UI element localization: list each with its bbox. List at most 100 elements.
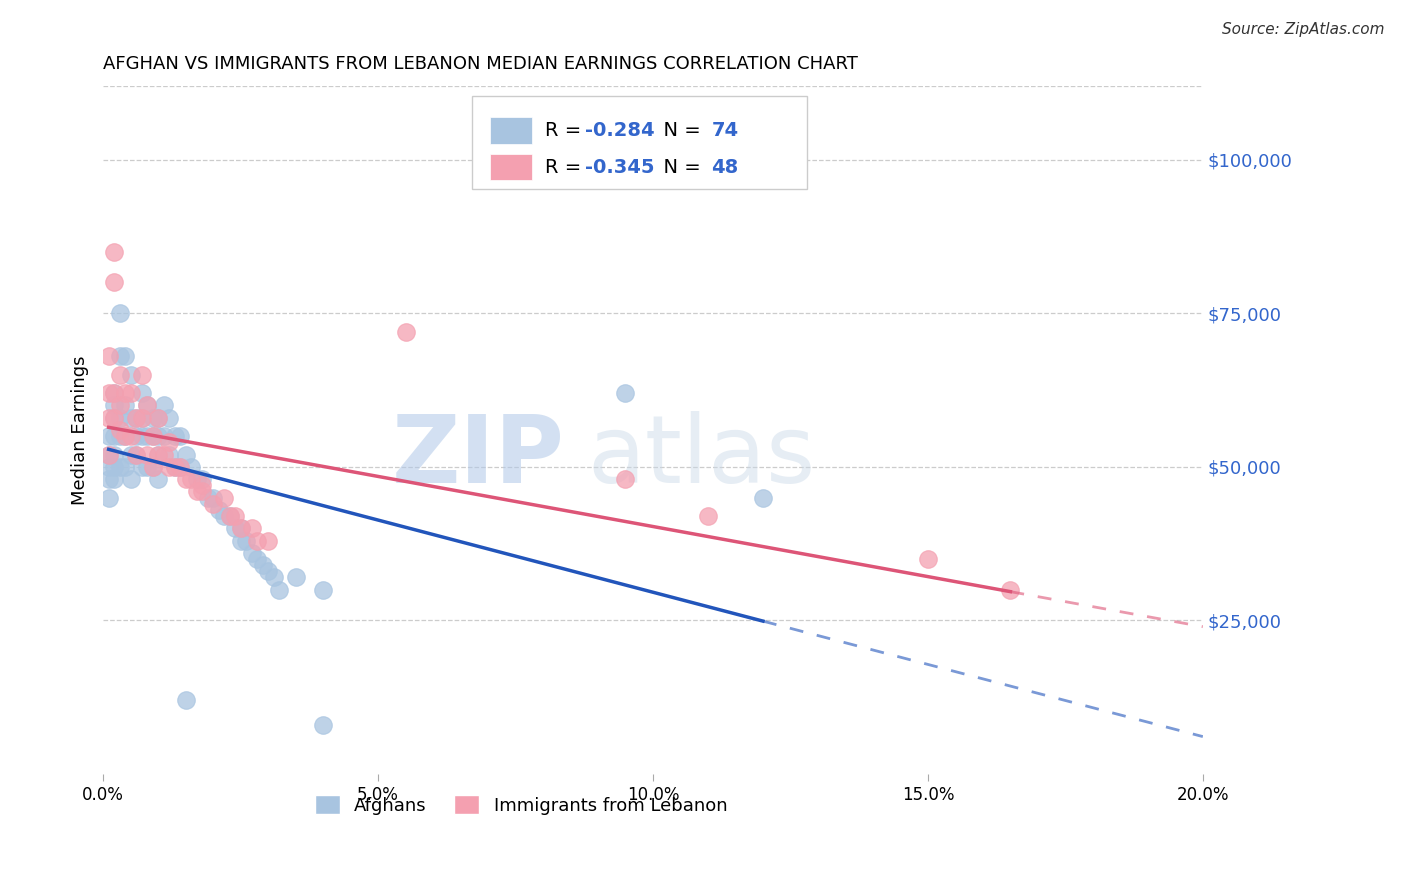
Point: [114, 349, 136, 363]
Point: [131, 410, 153, 425]
Point: [120, 368, 142, 382]
Point: [752, 491, 775, 505]
Point: [218, 508, 240, 523]
Point: [157, 435, 180, 450]
Point: [246, 533, 269, 548]
Text: ZIP: ZIP: [392, 411, 565, 503]
Point: [108, 423, 131, 437]
Point: [202, 497, 225, 511]
Point: [186, 484, 208, 499]
Point: [97, 472, 120, 486]
Text: Source: ZipAtlas.com: Source: ZipAtlas.com: [1222, 22, 1385, 37]
Point: [103, 386, 125, 401]
Point: [257, 564, 280, 578]
Point: [240, 546, 263, 560]
Point: [212, 508, 235, 523]
Point: [114, 398, 136, 412]
Point: [394, 325, 416, 339]
Text: -0.284: -0.284: [585, 121, 654, 140]
Point: [142, 429, 165, 443]
Text: AFGHAN VS IMMIGRANTS FROM LEBANON MEDIAN EARNINGS CORRELATION CHART: AFGHAN VS IMMIGRANTS FROM LEBANON MEDIAN…: [103, 55, 858, 73]
Y-axis label: Median Earnings: Median Earnings: [72, 355, 89, 505]
Point: [252, 558, 274, 573]
Point: [131, 386, 153, 401]
Point: [114, 386, 136, 401]
Point: [257, 533, 280, 548]
Point: [312, 582, 335, 597]
Point: [108, 306, 131, 320]
Point: [103, 472, 125, 486]
Text: atlas: atlas: [586, 411, 815, 503]
Point: [180, 472, 202, 486]
Text: 74: 74: [711, 121, 738, 140]
Point: [146, 410, 169, 425]
Point: [108, 410, 131, 425]
Point: [120, 448, 142, 462]
Point: [142, 429, 165, 443]
Point: [197, 491, 219, 505]
Point: [136, 398, 159, 412]
Point: [103, 410, 125, 425]
Point: [146, 472, 169, 486]
Point: [157, 459, 180, 474]
Point: [263, 570, 285, 584]
Point: [142, 459, 165, 474]
Point: [218, 508, 240, 523]
Point: [614, 386, 637, 401]
Point: [108, 459, 131, 474]
FancyBboxPatch shape: [471, 96, 807, 189]
Point: [146, 410, 169, 425]
Point: [131, 410, 153, 425]
Point: [186, 472, 208, 486]
Point: [97, 448, 120, 462]
Legend: Afghans, Immigrants from Lebanon: Afghans, Immigrants from Lebanon: [305, 786, 737, 823]
Point: [103, 459, 125, 474]
Point: [202, 491, 225, 505]
Point: [163, 429, 186, 443]
Point: [235, 533, 257, 548]
Point: [136, 459, 159, 474]
Point: [157, 410, 180, 425]
Point: [97, 448, 120, 462]
Point: [120, 386, 142, 401]
Point: [114, 429, 136, 443]
Point: [146, 448, 169, 462]
Point: [163, 459, 186, 474]
Point: [131, 459, 153, 474]
Point: [229, 521, 252, 535]
Point: [169, 459, 191, 474]
Point: [125, 410, 148, 425]
Point: [103, 276, 125, 290]
Point: [174, 693, 197, 707]
Point: [97, 386, 120, 401]
Point: [103, 448, 125, 462]
Point: [169, 459, 191, 474]
Point: [103, 429, 125, 443]
Point: [163, 459, 186, 474]
Point: [114, 429, 136, 443]
Point: [125, 429, 148, 443]
Point: [125, 448, 148, 462]
Point: [697, 508, 720, 523]
Text: N =: N =: [651, 121, 707, 140]
Point: [191, 472, 214, 486]
Text: R =: R =: [546, 158, 588, 177]
Point: [97, 491, 120, 505]
FancyBboxPatch shape: [491, 154, 531, 180]
Point: [284, 570, 307, 584]
Point: [97, 459, 120, 474]
Point: [97, 429, 120, 443]
Point: [120, 410, 142, 425]
Point: [125, 410, 148, 425]
Point: [103, 398, 125, 412]
Point: [131, 368, 153, 382]
FancyBboxPatch shape: [491, 118, 531, 144]
Text: 48: 48: [711, 158, 738, 177]
Point: [169, 429, 191, 443]
Point: [136, 398, 159, 412]
Point: [136, 429, 159, 443]
Point: [120, 472, 142, 486]
Text: N =: N =: [651, 158, 707, 177]
Point: [917, 552, 939, 566]
Point: [174, 448, 197, 462]
